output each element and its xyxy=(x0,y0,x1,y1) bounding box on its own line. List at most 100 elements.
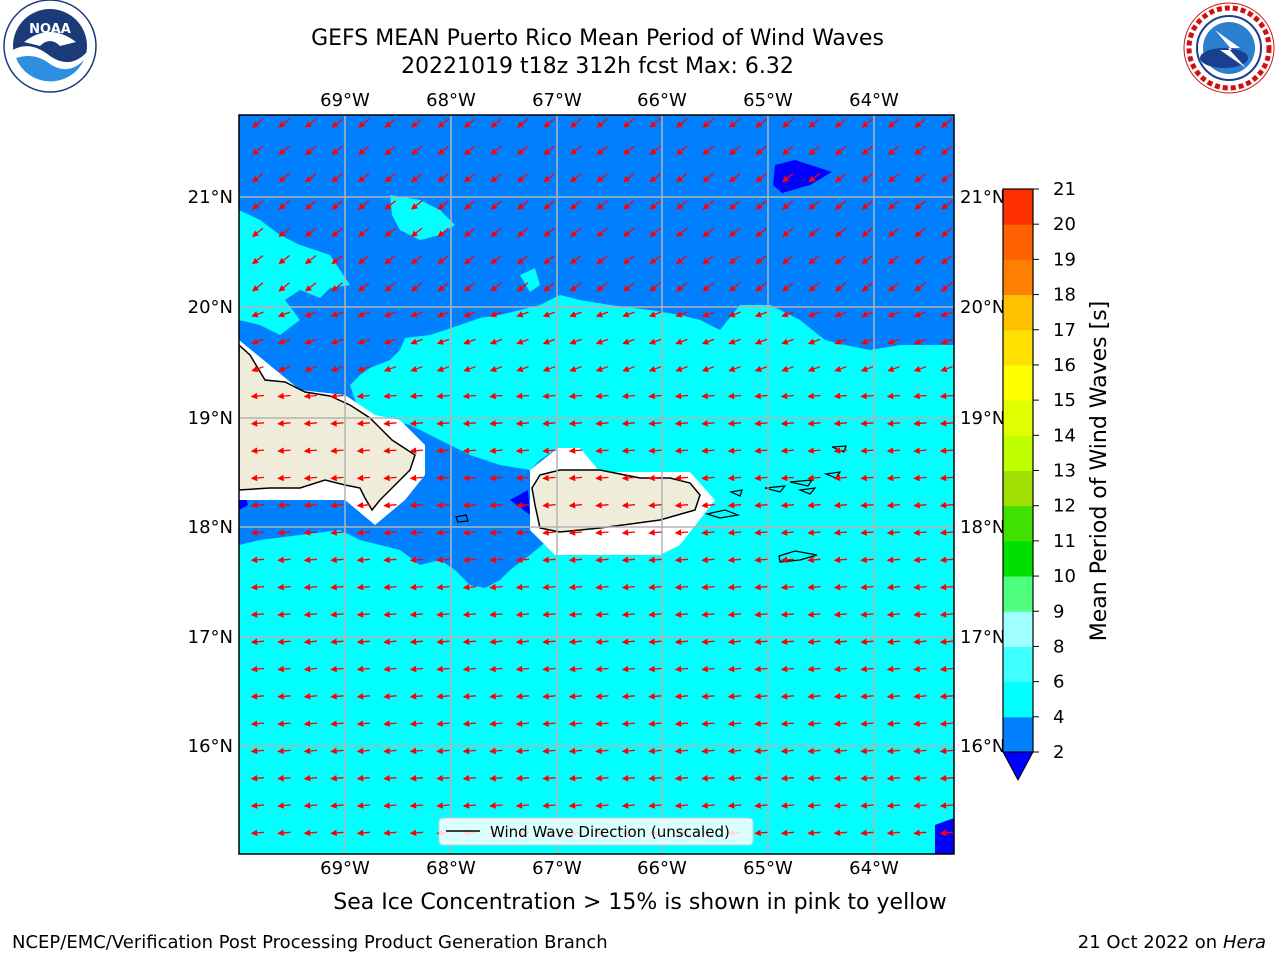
wind-wave-arrow xyxy=(356,638,371,646)
wind-wave-arrow xyxy=(462,720,477,727)
wind-wave-arrow xyxy=(939,447,954,454)
wind-wave-arrow xyxy=(648,311,662,318)
wind-wave-arrow xyxy=(250,747,265,755)
wind-wave-arrow xyxy=(807,420,821,427)
wind-wave-arrow xyxy=(303,775,318,782)
wind-wave-arrow xyxy=(383,775,397,782)
wind-wave-arrow xyxy=(648,802,662,809)
wind-wave-arrow xyxy=(622,365,635,372)
wind-wave-arrow xyxy=(383,338,397,345)
wind-wave-arrow xyxy=(701,556,715,564)
wind-wave-arrow xyxy=(728,365,741,372)
wind-wave-arrow xyxy=(251,173,264,183)
wind-wave-arrow xyxy=(595,583,609,591)
wind-wave-arrow xyxy=(357,200,370,210)
colorbar-tick-label: 11 xyxy=(1053,531,1076,552)
wind-wave-arrow xyxy=(913,447,927,454)
wind-wave-arrow xyxy=(542,583,556,591)
wind-wave-arrow xyxy=(516,145,529,156)
wind-wave-arrow xyxy=(701,775,715,782)
wind-wave-arrow xyxy=(808,227,820,238)
wind-wave-arrow xyxy=(807,693,821,700)
wind-wave-arrow xyxy=(702,200,714,210)
wind-wave-arrow xyxy=(913,392,927,400)
wind-wave-arrow xyxy=(833,775,848,782)
wind-wave-arrow xyxy=(728,282,741,292)
wind-wave-arrow xyxy=(330,693,344,700)
wind-wave-arrow xyxy=(807,583,821,591)
wind-wave-arrow xyxy=(834,118,847,128)
wind-wave-arrow xyxy=(516,282,529,292)
wind-wave-arrow xyxy=(542,365,556,372)
wind-wave-arrow xyxy=(940,118,953,128)
wind-wave-arrow xyxy=(939,720,954,727)
wind-wave-arrow xyxy=(251,282,264,292)
wind-wave-arrow xyxy=(807,802,821,809)
wind-wave-arrow xyxy=(515,502,530,509)
wind-wave-arrow xyxy=(357,254,370,265)
wind-wave-arrow xyxy=(250,720,265,727)
wind-wave-arrow xyxy=(674,583,689,591)
wind-wave-arrow xyxy=(648,502,662,509)
wind-wave-arrow xyxy=(860,338,874,345)
wind-wave-arrow xyxy=(490,200,502,210)
wind-wave-arrow xyxy=(595,775,609,782)
wind-wave-arrow xyxy=(834,145,847,156)
wind-wave-arrow xyxy=(304,282,317,292)
wind-wave-arrow xyxy=(409,747,424,755)
wind-wave-arrow xyxy=(568,583,583,591)
wind-wave-arrow xyxy=(728,227,741,238)
colorbar-tick-label: 6 xyxy=(1053,672,1064,693)
wind-wave-arrow xyxy=(621,502,636,509)
lat-label-right: 19°N xyxy=(960,408,1005,429)
wind-wave-arrow xyxy=(914,173,926,183)
wind-wave-arrow xyxy=(621,747,636,755)
wind-wave-arrow xyxy=(701,747,715,755)
wind-wave-arrow xyxy=(913,338,927,345)
wind-wave-arrow xyxy=(409,392,424,400)
wind-wave-arrow xyxy=(727,611,742,618)
wind-wave-arrow xyxy=(861,118,873,128)
colorbar-band xyxy=(1003,259,1033,296)
sea-ice-note: Sea Ice Concentration > 15% is shown in … xyxy=(333,890,947,915)
wind-wave-arrow xyxy=(250,802,265,809)
colorbar-tick-label: 21 xyxy=(1053,179,1076,200)
wind-wave-arrow xyxy=(701,338,715,345)
wind-wave-arrow xyxy=(303,529,318,536)
wind-wave-arrow xyxy=(780,747,795,755)
wind-wave-arrow xyxy=(860,720,874,727)
wind-wave-arrow xyxy=(727,392,742,400)
wind-wave-arrow xyxy=(383,747,397,755)
wind-wave-arrow xyxy=(754,775,768,782)
wind-wave-arrow xyxy=(303,802,318,809)
wind-wave-arrow xyxy=(462,693,477,700)
wind-wave-arrow xyxy=(330,747,344,755)
wind-wave-arrow xyxy=(462,529,477,536)
wind-wave-arrow xyxy=(886,775,901,782)
wind-wave-arrow xyxy=(277,556,291,564)
wind-wave-arrow xyxy=(515,583,530,591)
colorbar-band xyxy=(1003,470,1033,507)
wind-wave-arrow xyxy=(701,665,715,673)
wind-wave-arrow xyxy=(543,145,555,156)
wind-wave-arrow xyxy=(463,365,476,372)
wind-wave-arrow xyxy=(278,173,290,183)
wind-wave-arrow xyxy=(251,145,264,156)
wind-wave-arrow xyxy=(409,529,424,536)
wind-wave-arrow xyxy=(463,282,476,292)
wind-wave-arrow xyxy=(727,775,742,782)
wind-wave-arrow xyxy=(913,311,927,318)
wind-wave-arrow xyxy=(702,173,714,183)
colorbar-tick-label: 16 xyxy=(1053,355,1076,376)
wind-wave-arrow xyxy=(436,693,450,700)
wind-wave-arrow xyxy=(303,392,318,400)
wind-wave-arrow xyxy=(940,338,953,345)
colorbar-band xyxy=(1003,435,1033,471)
wind-wave-arrow xyxy=(303,502,318,509)
colorbar-band xyxy=(1003,505,1033,542)
wind-wave-arrow xyxy=(250,502,265,509)
wind-wave-arrow xyxy=(436,556,450,564)
wind-wave-arrow xyxy=(409,611,424,618)
wind-wave-arrow xyxy=(914,145,926,156)
wind-wave-arrow xyxy=(304,227,317,238)
